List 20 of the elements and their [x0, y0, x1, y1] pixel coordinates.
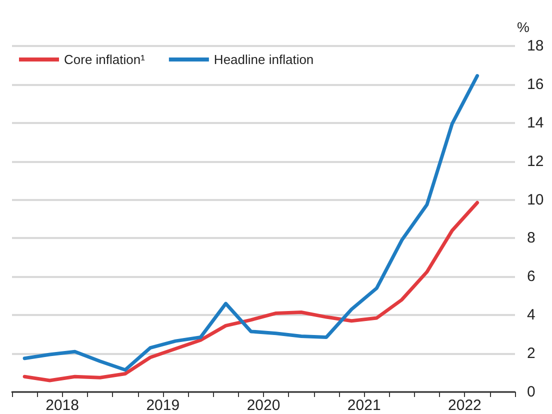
x-tick-label: 2021 — [347, 397, 381, 414]
y-tick-label: 10 — [527, 191, 544, 208]
y-tick-label: 6 — [527, 268, 536, 286]
y-axis-title: % — [517, 19, 530, 35]
y-tick-label: 4 — [527, 306, 536, 324]
y-tick-label: 0 — [527, 384, 536, 400]
y-tick-label: 8 — [527, 230, 536, 247]
y-tick-label: 12 — [527, 152, 544, 170]
line-series — [22, 74, 480, 372]
legend-label: Core inflation¹ — [64, 52, 146, 67]
legend-label: Headline inflation — [214, 52, 314, 67]
x-tick-label: 2019 — [146, 397, 180, 414]
x-tick-label: 2018 — [46, 397, 79, 414]
x-tick-label: 2020 — [246, 397, 280, 414]
y-tick-label: 2 — [527, 345, 536, 362]
y-tick-label: 14 — [527, 114, 544, 132]
y-tick-label: 16 — [527, 76, 544, 93]
y-tick-label: 18 — [527, 38, 544, 54]
x-tick-label: 2022 — [448, 397, 482, 414]
line-series — [22, 200, 480, 382]
